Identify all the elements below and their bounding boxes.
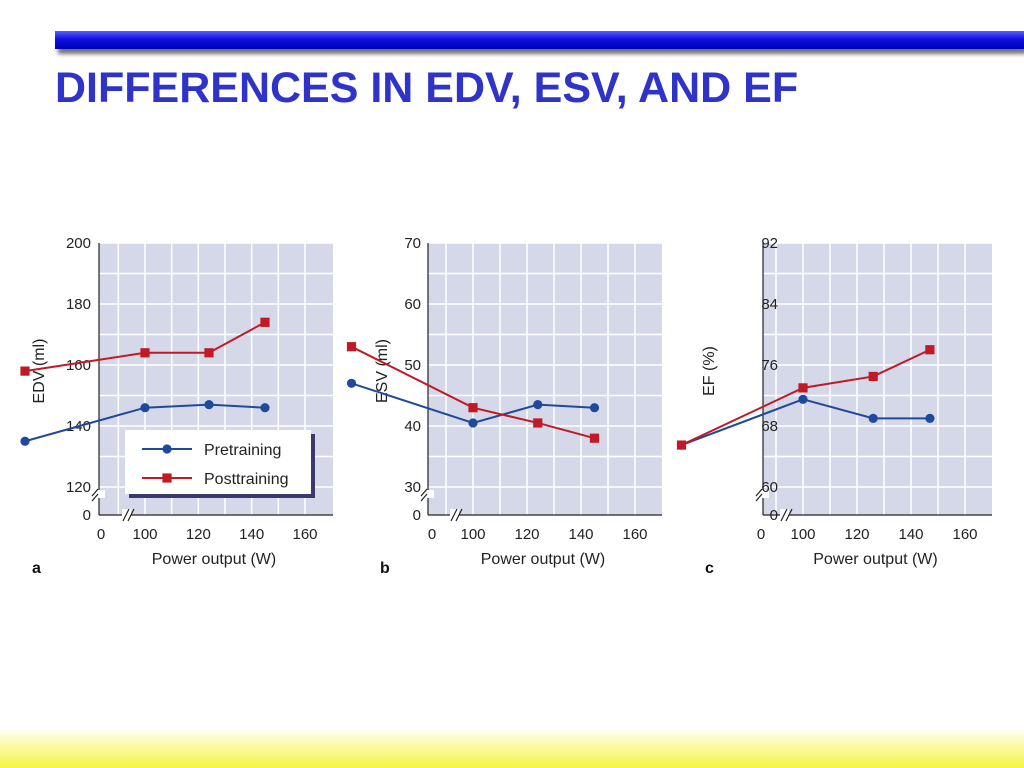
data-point-posttraining (925, 345, 935, 355)
title-bar-decoration (55, 31, 1024, 49)
chart-panel-b: 0 30 40 50 60 70 0 100 120 140 160 Power output (W)… (346, 235, 662, 577)
data-point-pretraining (20, 436, 30, 446)
legend-label: Pretraining (204, 442, 281, 459)
chart-panel-c: 0 60 68 76 84 92 0 100 120 140 160 Power output (W)… (676, 235, 992, 577)
data-point-pretraining (468, 418, 478, 428)
data-point-posttraining (533, 418, 543, 428)
y-axis-label: EDV (ml) (31, 339, 48, 404)
data-point-pretraining (798, 394, 808, 404)
data-point-posttraining (798, 383, 808, 393)
panel-letter: a (32, 560, 41, 577)
x-tick-label: 140 (898, 526, 923, 543)
x-tick-label: 100 (132, 526, 157, 543)
x-tick-label: 100 (460, 526, 485, 543)
x-tick-label: 160 (622, 526, 647, 543)
y-axis-break-mark (420, 488, 428, 502)
data-point-posttraining (676, 440, 687, 450)
series-line-pretraining (681, 398, 930, 446)
x-tick-label: 160 (952, 526, 977, 543)
series-line-posttraining (681, 348, 931, 446)
y-tick-label: 0 (770, 507, 778, 524)
data-point-posttraining (468, 403, 478, 413)
x-axis-break-mark (450, 508, 463, 522)
x-axis-break-mark (780, 508, 793, 522)
x-axis-break-mark (122, 508, 135, 522)
x-tick-label: 160 (292, 526, 317, 543)
series-line-pretraining (24, 403, 266, 443)
slide-title: DIFFERENCES IN EDV, ESV, AND EF (55, 64, 799, 112)
x-tick-label: 120 (514, 526, 539, 543)
y-tick-label: 180 (66, 296, 91, 313)
data-point-pretraining (346, 378, 357, 388)
y-axis-break-mark (91, 488, 99, 502)
y-tick-label: 160 (66, 357, 91, 374)
x-tick-label: 120 (844, 526, 869, 543)
data-point-posttraining (204, 348, 214, 358)
y-tick-label: 76 (761, 357, 778, 374)
y-axis-break-mark (755, 488, 763, 502)
series-line-posttraining (351, 345, 595, 440)
data-point-pretraining (204, 400, 214, 410)
data-point-pretraining (868, 413, 878, 423)
data-point-pretraining (589, 403, 600, 413)
data-point-pretraining (260, 403, 270, 413)
data-point-posttraining (589, 433, 600, 443)
data-point-pretraining (140, 403, 150, 413)
y-tick-label: 40 (404, 418, 421, 435)
legend-label: Posttraining (204, 471, 289, 488)
data-point-posttraining (260, 317, 270, 327)
y-tick-label: 200 (66, 235, 91, 252)
data-point-posttraining (140, 348, 150, 358)
series-line-pretraining (351, 382, 595, 424)
y-tick-label: 70 (404, 235, 421, 252)
data-point-pretraining (925, 413, 935, 423)
y-tick-label: 120 (66, 479, 91, 496)
x-tick-label: 0 (97, 526, 105, 543)
data-point-posttraining (20, 366, 30, 376)
x-axis-label: Power output (W) (152, 551, 276, 568)
x-axis-label: Power output (W) (813, 551, 937, 568)
data-point-pretraining (533, 400, 543, 410)
legend-box (125, 430, 311, 494)
y-tick-label: 84 (761, 296, 778, 313)
panel-letter: c (705, 560, 714, 577)
x-tick-label: 0 (757, 526, 765, 543)
y-tick-label: 60 (404, 296, 421, 313)
y-tick-label: 0 (83, 507, 91, 524)
y-axis-label: ESV (ml) (374, 339, 391, 403)
x-tick-label: 120 (186, 526, 211, 543)
x-tick-label: 140 (568, 526, 593, 543)
panel-letter: b (380, 560, 390, 577)
y-tick-label: 92 (761, 235, 778, 252)
y-tick-label: 30 (404, 479, 421, 496)
legend-marker-circle (162, 444, 172, 454)
bottom-band-decoration (0, 728, 1024, 768)
x-tick-label: 100 (790, 526, 815, 543)
x-tick-label: 140 (239, 526, 264, 543)
x-tick-label: 0 (428, 526, 436, 543)
plot-area (428, 243, 662, 515)
x-axis-label: Power output (W) (481, 551, 605, 568)
data-point-posttraining (346, 342, 357, 352)
legend-marker-square (162, 473, 172, 483)
series-line-posttraining (24, 321, 266, 373)
y-tick-label: 68 (761, 418, 778, 435)
y-tick-label: 60 (761, 479, 778, 496)
data-point-posttraining (868, 371, 878, 382)
y-axis-label: EF (%) (701, 346, 718, 396)
y-tick-label: 50 (404, 357, 421, 374)
y-tick-label: 0 (413, 507, 421, 524)
